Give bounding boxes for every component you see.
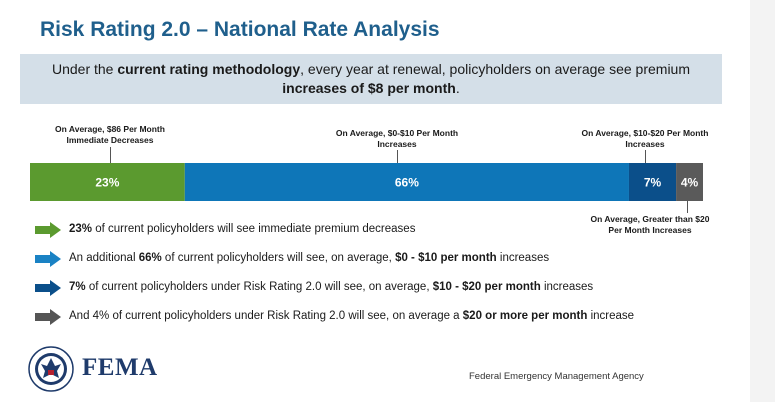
bar-value-label-1: 66% xyxy=(395,176,419,190)
slide: Risk Rating 2.0 – National Rate Analysis… xyxy=(20,18,722,392)
leader-line-decreases xyxy=(110,147,111,163)
leader-line-over-20 xyxy=(687,201,688,213)
annotation-decreases: On Average, $86 Per Month Immediate Decre… xyxy=(55,124,165,145)
summary-text-3: . xyxy=(455,80,460,96)
arrow-right-icon xyxy=(35,309,61,325)
agency-name: Federal Emergency Management Agency xyxy=(469,371,644,382)
stacked-bar-chart: 23% 66% 7% 4% xyxy=(30,163,703,201)
fema-logo: FEMA xyxy=(28,346,168,392)
annotation-10-20: On Average, $10-$20 Per Month Increases xyxy=(581,128,709,149)
arrow-right-icon xyxy=(35,280,61,296)
bar-value-label-0: 23% xyxy=(95,176,119,190)
bar-segment-2 xyxy=(628,163,677,201)
arrow-right-icon xyxy=(35,222,61,238)
arrow-right-icon xyxy=(35,251,61,267)
annotation-0-10: On Average, $0-$10 Per Month Increases xyxy=(335,128,459,149)
bar-value-label-3: 4% xyxy=(681,176,699,190)
annotation-over-20: On Average, Greater than $20 Per Month In… xyxy=(590,214,710,235)
summary-bold-1: current rating methodology xyxy=(117,61,301,77)
summary-text-1: Under the xyxy=(51,61,118,77)
bullet-text: And 4% of current policyholders under Ri… xyxy=(69,310,635,322)
dhs-seal-icon xyxy=(28,346,74,392)
fema-wordmark: FEMA xyxy=(82,354,158,381)
bullet-text: An additional 66% of current policyholde… xyxy=(69,252,550,264)
window-edge xyxy=(750,0,775,402)
page-title: Risk Rating 2.0 – National Rate Analysis xyxy=(40,18,440,41)
bar-value-label-2: 7% xyxy=(644,176,662,190)
bullet-text: 7% of current policyholders under Risk R… xyxy=(69,281,594,293)
bar-segment-1 xyxy=(184,163,629,201)
summary-text-2: , every year at renewal, policyholders o… xyxy=(300,61,691,77)
bar-segment-0 xyxy=(30,163,185,201)
summary-banner: Under the current rating methodology, ev… xyxy=(20,54,722,104)
bar-segment-3 xyxy=(676,163,703,201)
summary-bold-2: increases of $8 per month xyxy=(282,80,456,96)
bullet-text: 23% of current policyholders will see im… xyxy=(69,223,416,235)
leader-line-0-10 xyxy=(397,150,398,163)
leader-line-10-20 xyxy=(645,150,646,163)
